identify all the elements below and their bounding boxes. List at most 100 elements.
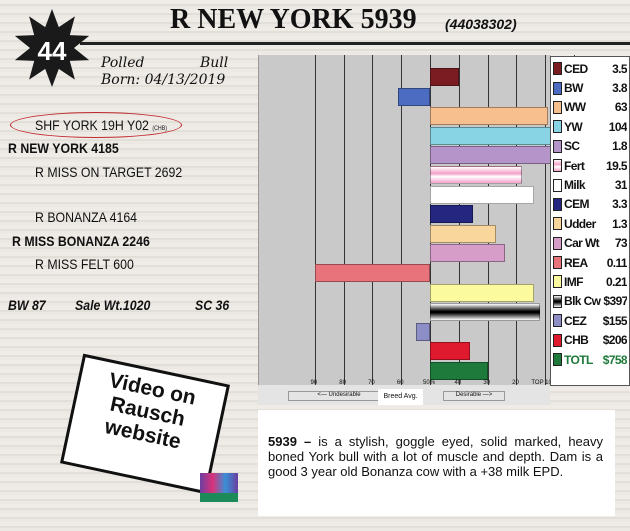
legend-item: Fert 19.5 [553, 156, 627, 175]
legend-swatch [553, 294, 562, 308]
legend-swatch [553, 178, 562, 192]
legend-swatch [553, 120, 562, 134]
dam: R MISS BONANZA 2246 [12, 233, 150, 249]
legend-item: REA 0.11 [553, 253, 627, 272]
legend-item: Milk 31 [553, 175, 627, 194]
bar-imf [430, 283, 534, 302]
legend-item: SC 1.8 [553, 137, 627, 156]
tick-label: 90 [310, 380, 318, 386]
sire-tag: (CHB) [152, 126, 167, 132]
legend-label: CEZ [564, 313, 587, 328]
bar-blk-cw [430, 303, 540, 322]
tick-label: 40 [454, 380, 462, 386]
legend-swatch [553, 256, 562, 270]
legend-swatch [553, 139, 562, 153]
legend-label: Udder [564, 216, 596, 231]
legend-swatch [553, 314, 562, 328]
scrotal-circumference: SC 36 [195, 297, 230, 313]
legend-label: Fert [564, 158, 585, 173]
tick-label: 30 [483, 380, 490, 386]
logo-image [200, 473, 238, 493]
legend-value: 63 [614, 100, 627, 115]
gridline [516, 55, 518, 385]
legend-label: CHB [564, 333, 589, 348]
percentile-axis: <— Undesirable Breed Avg. Desirable —> 9… [258, 380, 577, 405]
description-lead: 5939 – [268, 434, 312, 449]
dam-dam: R MISS FELT 600 [35, 256, 134, 272]
dam-sire: R BONANZA 4164 [35, 209, 138, 225]
legend-label: CED [564, 61, 588, 76]
legend-value: 3.5 [612, 61, 627, 76]
legend-value: 104 [608, 119, 627, 134]
bar-rea [314, 264, 431, 282]
birth-weight: BW 87 [8, 297, 46, 313]
legend-value: 3.8 [612, 81, 627, 96]
legend-value: $397 [603, 294, 627, 309]
legend-item: CEZ $155 [553, 311, 627, 330]
sex-label: Bull [200, 55, 229, 71]
sire-highlight [10, 112, 182, 138]
sire-dam: R MISS ON TARGET 2692 [35, 164, 183, 180]
bar-cez [415, 322, 431, 341]
legend-item: TOTL $758 [553, 350, 627, 369]
legend-label: Car Wt [564, 236, 600, 251]
legend-label: Blk Cw [564, 294, 601, 309]
sire: SHF YORK 19H Y02 (CHB) [35, 117, 167, 133]
bar-bw [398, 87, 431, 106]
divider [80, 42, 630, 45]
legend-value: 19.5 [606, 158, 627, 173]
legend-swatch [553, 100, 562, 114]
desirable-label: Desirable —> [443, 391, 505, 401]
legend-label: YW [564, 119, 583, 134]
description-text: is a stylish, goggle eyed, solid marked,… [268, 434, 604, 479]
legend-value: $155 [602, 313, 627, 328]
legend-swatch [553, 81, 562, 95]
undesirable-label: <— Undesirable [288, 391, 390, 401]
legend-value: 1.3 [612, 216, 627, 231]
tick-label: 50% [423, 380, 436, 386]
legend-swatch [553, 159, 562, 173]
legend-label: SC [564, 139, 580, 154]
legend-label: Milk [564, 178, 586, 193]
birth-date: Born: 04/13/2019 [101, 72, 226, 88]
gridline [401, 55, 403, 385]
legend-swatch [553, 197, 562, 211]
legend-item: BW 3.8 [553, 78, 627, 97]
gridline [314, 55, 316, 385]
legend-item: CHB $206 [553, 330, 627, 349]
legend-swatch [553, 353, 562, 367]
legend-swatch [553, 62, 562, 76]
legend-label: CEM [564, 197, 589, 212]
registration-number: (44038302) [445, 16, 517, 32]
tick-label: 60 [396, 380, 404, 386]
legend-label: IMF [564, 274, 583, 289]
bar-chb [430, 342, 471, 361]
tick-label: TOP 10% [531, 380, 558, 386]
tick-label: 70 [368, 380, 375, 386]
bar-ww [430, 107, 549, 126]
polled-label: Polled [101, 55, 145, 71]
bar-udder [430, 224, 497, 243]
legend-value: $758 [602, 352, 627, 367]
sire-name: SHF YORK 19H Y02 [35, 117, 149, 133]
bar-totl [430, 362, 488, 380]
legend-value: $206 [602, 333, 627, 348]
legend-label: BW [564, 81, 583, 96]
bar-car-wt [430, 244, 505, 263]
legend-swatch [553, 236, 562, 250]
bar-ced [430, 68, 459, 86]
bar-yw [430, 126, 557, 145]
legend-value: 3.3 [612, 197, 627, 212]
sale-weight: Sale Wt.1020 [75, 297, 151, 313]
legend-item: Blk Cw $397 [553, 292, 627, 311]
gridline [372, 55, 374, 385]
legend-value: 1.8 [612, 139, 627, 154]
lot-number: 44 [38, 36, 67, 66]
legend-value: 0.11 [606, 255, 627, 270]
legend-swatch [553, 275, 562, 289]
gridline [545, 55, 547, 385]
tick-label: 80 [339, 380, 346, 386]
legend-label: TOTL [564, 352, 593, 367]
gridline [343, 55, 345, 385]
tick-label: 20 [512, 380, 519, 386]
